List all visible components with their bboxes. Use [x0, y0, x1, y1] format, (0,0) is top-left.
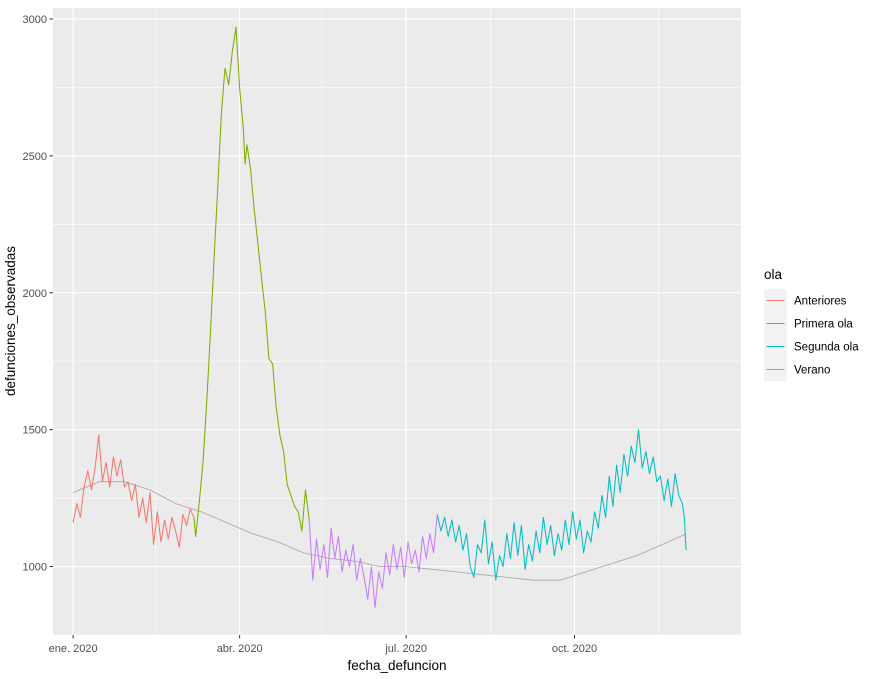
series-line-segunda-ola: [436, 429, 687, 581]
x-tick-label: ene. 2020: [49, 643, 98, 655]
series-line-expected: [72, 481, 687, 581]
x-tick-label: oct. 2020: [552, 643, 597, 655]
grid-major: [53, 8, 741, 635]
y-axis-title: defunciones_observadas: [3, 246, 18, 396]
legend-label-primera-ola: Primera ola: [794, 319, 853, 331]
grid-minor: [53, 8, 741, 636]
legend-label-anteriores: Anteriores: [794, 296, 847, 308]
y-tick-label: 1000: [23, 562, 47, 574]
x-tick-label: abr. 2020: [217, 643, 263, 655]
series-line-anteriores: [72, 434, 195, 548]
panel-background: [53, 8, 741, 635]
legend-label-verano: Verano: [794, 365, 830, 377]
legend-title: ola: [764, 267, 783, 282]
x-axis-title: fecha_defuncion: [347, 658, 446, 673]
series-line-primera-ola: [193, 26, 310, 537]
legend: ola Anteriores Primera ola Segunda ola Vera…: [764, 267, 859, 381]
y-tick-label: 1500: [23, 425, 47, 437]
legend-items: Anteriores Primera ola Segunda ola Verano: [764, 289, 859, 381]
y-tick-label: 3000: [23, 14, 47, 26]
y-axis: 1000 1500 2000 2500 3000: [23, 14, 53, 574]
x-tick-label: jul. 2020: [384, 643, 427, 655]
y-tick-label: 2000: [23, 288, 47, 300]
series-layer: [72, 26, 687, 609]
x-axis: ene. 2020 abr. 2020 jul. 2020 oct. 2020: [49, 635, 597, 655]
legend-label-segunda-ola: Segunda ola: [794, 342, 859, 354]
series-line-verano: [308, 514, 438, 609]
y-tick-label: 2500: [23, 151, 47, 163]
